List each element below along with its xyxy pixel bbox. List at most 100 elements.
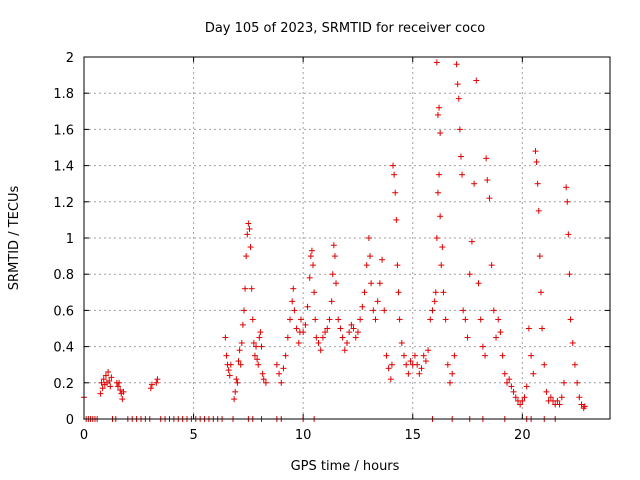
data-point xyxy=(99,385,106,392)
y-tick-label: 0.4 xyxy=(53,341,74,356)
data-point xyxy=(368,280,375,287)
data-point xyxy=(411,352,418,359)
data-point xyxy=(297,316,304,323)
data-point xyxy=(454,81,461,88)
data-point xyxy=(300,329,307,336)
data-point xyxy=(523,383,530,390)
data-point xyxy=(535,207,542,214)
data-point xyxy=(153,379,160,386)
data-point xyxy=(388,361,395,368)
data-point xyxy=(391,171,398,178)
data-point xyxy=(291,307,298,314)
data-point xyxy=(429,307,436,314)
data-point xyxy=(434,189,441,196)
data-point xyxy=(361,289,368,296)
data-point xyxy=(457,153,464,160)
data-point xyxy=(436,171,443,178)
data-point xyxy=(304,303,311,310)
data-point xyxy=(578,401,585,408)
data-point xyxy=(517,401,524,408)
data-point xyxy=(539,325,546,332)
x-tick-label: 15 xyxy=(404,428,421,443)
data-point xyxy=(348,321,355,328)
data-point xyxy=(244,231,251,238)
data-point xyxy=(324,325,331,332)
data-point xyxy=(302,321,309,328)
data-point xyxy=(260,376,267,383)
y-tick-label: 1 xyxy=(66,232,74,247)
data-point xyxy=(293,325,300,332)
data-point xyxy=(331,253,338,260)
data-point xyxy=(543,388,550,395)
data-point xyxy=(376,280,383,287)
data-point xyxy=(225,367,232,374)
data-point xyxy=(574,379,581,386)
data-point xyxy=(106,377,113,384)
x-tick-label: 20 xyxy=(514,428,531,443)
data-point xyxy=(105,368,112,375)
data-point xyxy=(311,289,318,296)
data-point xyxy=(495,316,502,323)
data-point xyxy=(405,370,412,377)
y-tick-label: 0.2 xyxy=(53,377,74,392)
data-point xyxy=(282,352,289,359)
data-point xyxy=(249,316,256,323)
data-point xyxy=(372,316,379,323)
data-point xyxy=(328,298,335,305)
data-point xyxy=(102,372,109,379)
data-point xyxy=(433,59,440,66)
data-point xyxy=(497,329,504,336)
chart-title: Day 105 of 2023, SRMTID for receiver coc… xyxy=(205,21,485,36)
y-tick-label: 1.4 xyxy=(53,160,74,175)
data-point xyxy=(98,379,105,386)
y-tick-label: 0.8 xyxy=(53,268,74,283)
data-point xyxy=(367,253,374,260)
data-point xyxy=(534,180,541,187)
data-point xyxy=(329,271,336,278)
data-point xyxy=(414,361,421,368)
data-point xyxy=(251,352,258,359)
data-point xyxy=(238,339,245,346)
data-point xyxy=(581,403,588,410)
data-point xyxy=(326,316,333,323)
data-point xyxy=(398,339,405,346)
data-point xyxy=(258,343,265,350)
data-point xyxy=(226,372,233,379)
data-point xyxy=(437,213,444,220)
data-point xyxy=(322,329,329,336)
data-point xyxy=(558,394,565,401)
x-tick-label: 5 xyxy=(189,428,197,443)
data-point xyxy=(223,352,230,359)
data-point xyxy=(394,262,401,269)
data-point xyxy=(483,155,490,162)
data-point xyxy=(276,370,283,377)
data-points xyxy=(81,59,588,422)
data-point xyxy=(493,334,500,341)
data-point xyxy=(243,253,250,260)
data-point xyxy=(381,307,388,314)
data-point xyxy=(453,61,460,68)
data-point xyxy=(346,329,353,336)
data-point xyxy=(418,365,425,372)
data-point xyxy=(537,289,544,296)
data-point xyxy=(278,379,285,386)
data-point xyxy=(379,256,386,263)
data-point xyxy=(248,285,255,292)
data-point xyxy=(449,370,456,377)
data-point xyxy=(119,396,126,403)
data-point xyxy=(484,177,491,184)
data-point xyxy=(455,95,462,102)
data-point xyxy=(242,285,249,292)
data-point xyxy=(436,104,443,111)
data-point xyxy=(147,385,154,392)
data-point xyxy=(432,289,439,296)
data-point xyxy=(287,316,294,323)
data-point xyxy=(344,339,350,346)
data-point xyxy=(512,394,519,401)
data-point xyxy=(420,352,427,359)
data-point xyxy=(473,77,480,84)
data-point xyxy=(510,388,517,395)
data-point xyxy=(576,394,583,401)
x-tick-label: 0 xyxy=(80,428,88,443)
data-point xyxy=(530,370,537,377)
